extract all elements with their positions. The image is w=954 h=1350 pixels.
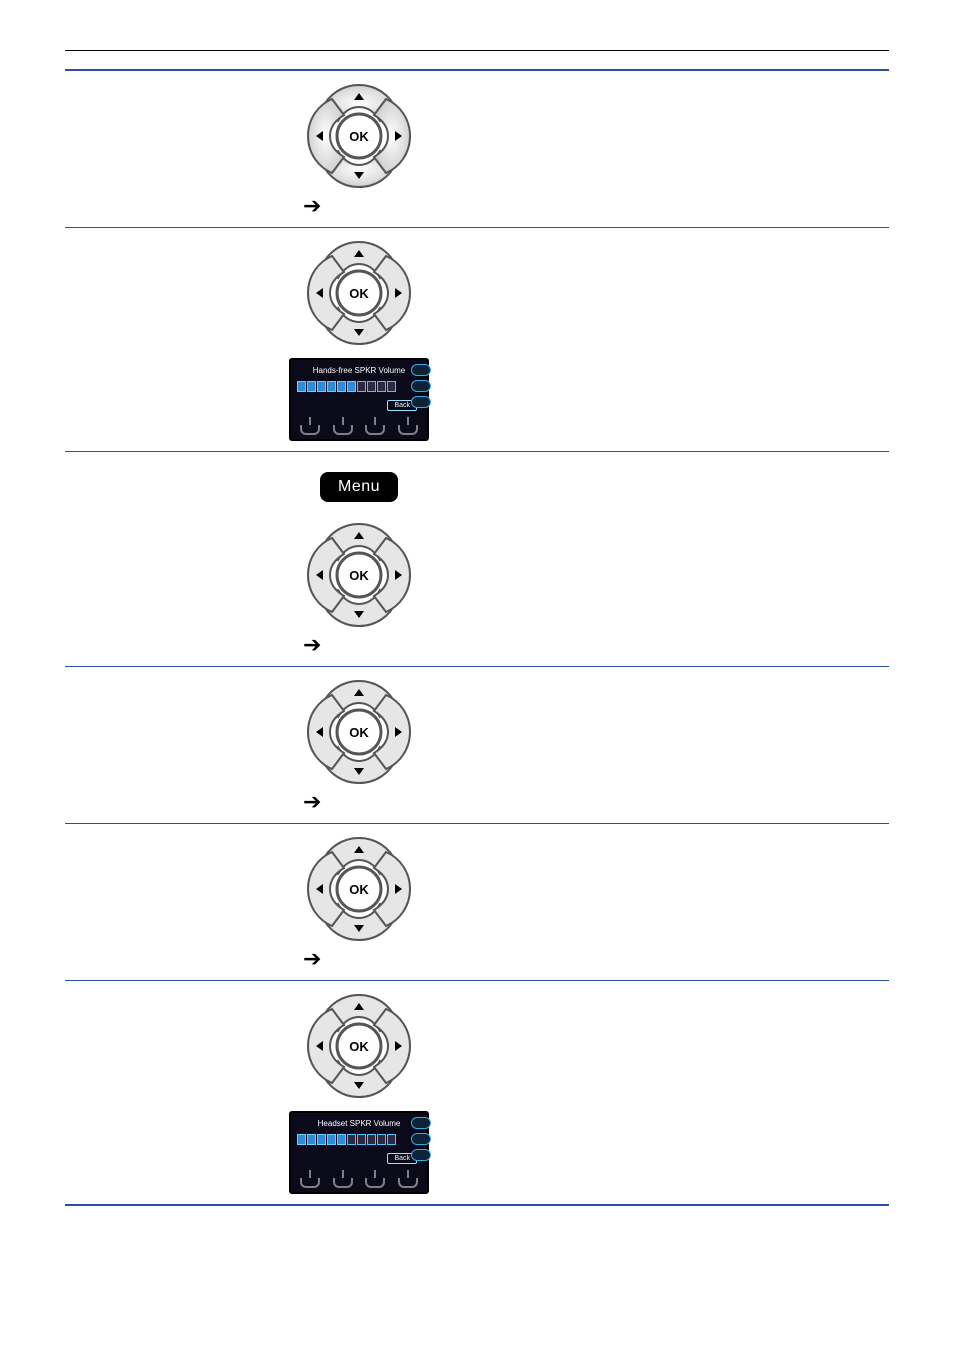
table-row: OK Headset SPKR Volume Bac <box>65 981 889 1206</box>
ok-wheel-icon: OK <box>304 81 414 191</box>
arrow-right-icon: ➔ <box>303 634 321 656</box>
cell-description <box>457 228 889 452</box>
svg-text:OK: OK <box>349 725 369 740</box>
cell-step-label <box>65 667 261 824</box>
table-row: OK ➔ <box>65 70 889 228</box>
ok-wheel-icon: OK <box>304 991 414 1101</box>
menu-button[interactable]: Menu <box>320 472 398 502</box>
screen-title: Headset SPKR Volume <box>297 1119 421 1128</box>
header-separator <box>65 50 889 51</box>
cell-step-label <box>65 452 261 667</box>
ok-label: OK <box>349 129 369 144</box>
ok-wheel-icon: OK <box>304 238 414 348</box>
svg-text:OK: OK <box>349 882 369 897</box>
control-pad-block: OK ➔ <box>269 834 449 970</box>
softkey-row-icon <box>297 417 421 435</box>
ok-wheel-icon: OK <box>304 520 414 630</box>
instruction-table: OK ➔ <box>65 69 889 1206</box>
table-row: Menu OK <box>65 452 889 667</box>
cell-description <box>457 452 889 667</box>
svg-text:OK: OK <box>349 286 369 301</box>
arrow-right-icon: ➔ <box>303 195 321 217</box>
cell-icon: OK Hands-free SPKR Volume <box>261 228 457 452</box>
control-pad-block: OK ➔ <box>269 81 449 217</box>
control-pad-with-screen: OK Hands-free SPKR Volume <box>269 238 449 441</box>
cell-icon: Menu OK <box>261 452 457 667</box>
svg-text:OK: OK <box>349 568 369 583</box>
cell-icon: OK Headset SPKR Volume Bac <box>261 981 457 1206</box>
cell-icon: OK ➔ <box>261 824 457 981</box>
volume-bar <box>297 381 421 392</box>
table-row: OK Hands-free SPKR Volume <box>65 228 889 452</box>
table-row: OK ➔ <box>65 667 889 824</box>
cell-step-label <box>65 981 261 1206</box>
softkey-row-icon <box>297 1170 421 1188</box>
cell-description <box>457 981 889 1206</box>
svg-text:OK: OK <box>349 1039 369 1054</box>
arrow-right-icon: ➔ <box>303 948 321 970</box>
cell-step-label <box>65 824 261 981</box>
cell-step-label <box>65 70 261 228</box>
cell-step-label <box>65 228 261 452</box>
headset-volume-screen: Headset SPKR Volume Back <box>289 1111 429 1194</box>
control-pad-with-screen: OK Headset SPKR Volume Bac <box>269 991 449 1194</box>
line-keys-icon <box>411 1117 431 1161</box>
cell-icon: OK ➔ <box>261 70 457 228</box>
arrow-right-icon: ➔ <box>303 791 321 813</box>
line-keys-icon <box>411 364 431 408</box>
cell-description <box>457 667 889 824</box>
cell-description <box>457 824 889 981</box>
volume-bar <box>297 1134 421 1145</box>
ok-wheel-icon: OK <box>304 677 414 787</box>
cell-description <box>457 70 889 228</box>
screen-title: Hands-free SPKR Volume <box>297 366 421 375</box>
control-pad-block: OK ➔ <box>269 677 449 813</box>
ok-wheel-icon: OK <box>304 834 414 944</box>
table-row: OK ➔ <box>65 824 889 981</box>
menu-and-pad-block: Menu OK <box>269 462 449 656</box>
cell-icon: OK ➔ <box>261 667 457 824</box>
handsfree-volume-screen: Hands-free SPKR Volume Back <box>289 358 429 441</box>
